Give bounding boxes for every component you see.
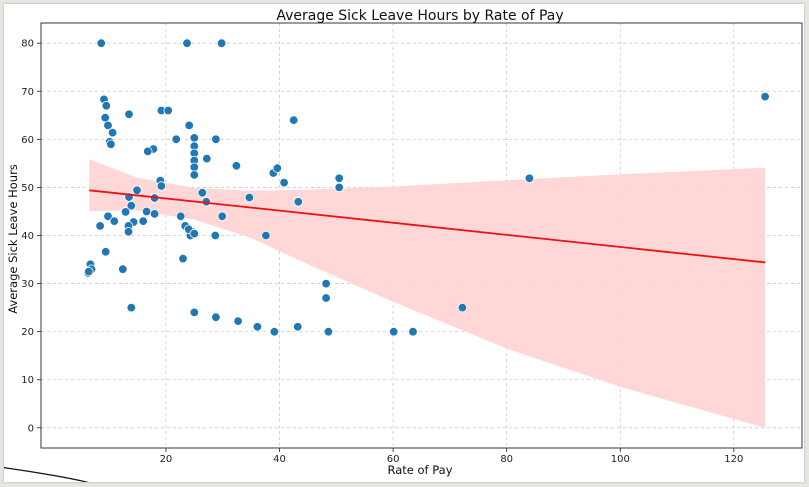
data-point <box>126 302 137 313</box>
y-tick-label: 80 <box>21 39 34 50</box>
chart-title: Average Sick Leave Hours by Rate of Pay <box>276 8 563 24</box>
data-point <box>149 209 160 219</box>
data-point <box>210 230 221 241</box>
data-point <box>96 38 106 48</box>
data-point <box>197 187 208 198</box>
x-axis-ticks: 20 40 60 80 100 120 <box>160 448 743 465</box>
data-point <box>334 173 344 184</box>
data-point <box>269 327 280 337</box>
data-point <box>211 312 221 322</box>
data-point <box>323 327 334 337</box>
data-point <box>289 115 299 125</box>
data-point <box>189 307 200 318</box>
data-point <box>321 278 331 289</box>
data-point <box>83 266 94 277</box>
data-point <box>189 170 200 180</box>
data-point <box>217 211 227 222</box>
y-tick-label: 20 <box>21 327 34 338</box>
data-point <box>408 327 418 337</box>
data-point <box>118 264 128 274</box>
data-point <box>95 221 105 231</box>
data-point <box>202 153 212 164</box>
data-point <box>231 161 242 171</box>
data-point <box>101 100 112 111</box>
chart-frame: Average Sick Leave Hours by Rate of Pay … <box>4 4 804 482</box>
y-tick-label: 0 <box>28 423 34 434</box>
y-tick-label: 60 <box>21 135 34 146</box>
x-axis-label: Rate of Pay <box>387 463 452 477</box>
data-point <box>760 91 770 102</box>
data-point <box>272 163 283 173</box>
data-point <box>107 127 118 138</box>
x-tick-label: 100 <box>611 454 630 465</box>
x-tick-label: 40 <box>273 454 286 465</box>
data-point <box>103 211 113 222</box>
data-point <box>261 230 271 241</box>
data-point <box>124 109 134 120</box>
x-tick-label: 120 <box>724 454 743 465</box>
data-point <box>252 322 263 332</box>
y-tick-label: 40 <box>21 231 34 242</box>
data-point <box>100 247 111 257</box>
data-point <box>293 197 304 207</box>
data-point <box>293 322 303 332</box>
data-point <box>103 120 113 131</box>
data-point <box>457 302 468 313</box>
background-cable <box>4 466 89 482</box>
x-tick-label: 60 <box>387 454 400 465</box>
data-point <box>182 38 192 48</box>
data-point <box>524 173 535 184</box>
x-tick-label: 80 <box>500 454 513 465</box>
data-point <box>106 139 116 149</box>
y-tick-label: 70 <box>21 87 34 98</box>
data-point <box>184 120 194 131</box>
x-tick-label: 20 <box>160 454 173 465</box>
data-point <box>389 327 399 337</box>
data-point <box>138 216 148 226</box>
y-axis-label: Average Sick Leave Hours <box>6 164 20 314</box>
data-point <box>178 253 188 264</box>
y-axis-ticks: 0 10 20 30 40 50 60 70 80 <box>21 39 41 434</box>
data-point <box>279 177 289 188</box>
data-point <box>244 192 255 203</box>
data-point <box>175 211 186 222</box>
data-point <box>321 293 331 303</box>
y-tick-label: 10 <box>21 375 34 386</box>
data-point <box>123 226 134 237</box>
data-points <box>83 38 770 337</box>
y-tick-label: 30 <box>21 279 34 290</box>
data-point <box>156 181 167 191</box>
data-point <box>211 134 221 145</box>
confidence-band-area <box>89 159 766 428</box>
confidence-band <box>89 159 766 428</box>
data-point <box>163 105 173 116</box>
scatter-chart: Average Sick Leave Hours by Rate of Pay … <box>6 8 803 477</box>
y-tick-label: 50 <box>21 183 34 194</box>
data-point <box>120 207 131 217</box>
data-point <box>109 216 120 226</box>
regression-line-path <box>89 189 766 264</box>
data-point <box>216 38 227 48</box>
data-point <box>334 182 344 193</box>
data-point <box>189 228 200 239</box>
data-point <box>126 200 137 211</box>
data-point <box>233 316 243 326</box>
regression-line <box>89 189 766 264</box>
data-point <box>143 146 153 157</box>
data-point <box>171 134 181 145</box>
